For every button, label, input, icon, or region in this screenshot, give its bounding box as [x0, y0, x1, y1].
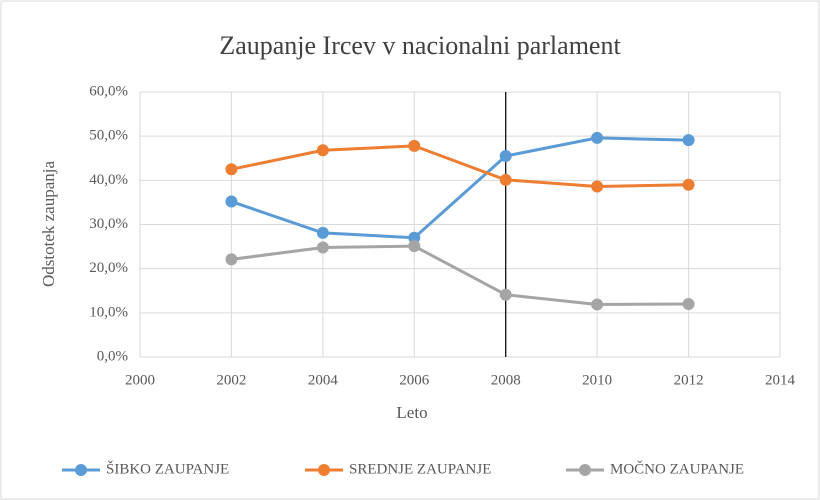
chart-title: Zaupanje Ircev v nacionalni parlament — [219, 31, 621, 60]
legend-marker — [75, 464, 87, 476]
data-point — [499, 288, 512, 301]
x-tick-label: 2000 — [125, 372, 155, 388]
data-point — [408, 231, 421, 244]
data-point — [225, 163, 238, 176]
data-point — [408, 240, 421, 253]
y-tick-label: 50,0% — [89, 128, 128, 144]
legend-marker — [579, 464, 591, 476]
data-point — [316, 144, 329, 157]
series-line — [230, 136, 689, 240]
data-point — [591, 131, 604, 144]
x-tick-label: 2006 — [399, 372, 430, 388]
data-point — [225, 195, 238, 208]
data-point — [591, 180, 604, 193]
data-point — [682, 298, 695, 310]
legend-label: SREDNJE ZAUPANJE — [349, 461, 491, 477]
y-tick-label: 10,0% — [89, 304, 128, 320]
series-line — [231, 144, 689, 189]
data-point — [682, 134, 695, 147]
data-point — [591, 298, 604, 311]
y-tick-label: 60,0% — [89, 83, 128, 99]
legend-label: MOČNO ZAUPANJE — [610, 460, 744, 477]
data-point — [225, 253, 238, 266]
data-point — [682, 178, 695, 191]
x-tick-label: 2002 — [216, 372, 246, 388]
x-tick-label: 2012 — [674, 372, 704, 388]
y-axis-label: Odstotek zaupanja — [39, 161, 58, 287]
series-line — [231, 244, 689, 306]
legend-label: ŠIBKO ZAUPANJE — [106, 460, 229, 477]
data-point — [316, 241, 329, 254]
data-point — [408, 139, 421, 152]
data-point — [499, 173, 512, 186]
y-tick-label: 20,0% — [89, 260, 128, 276]
legend-marker — [318, 464, 330, 476]
y-tick-label: 40,0% — [89, 172, 128, 188]
x-tick-label: 2008 — [491, 372, 521, 388]
y-tick-label: 0,0% — [97, 348, 128, 364]
x-tick-label: 2014 — [765, 372, 796, 388]
x-tick-label: 2010 — [582, 372, 612, 388]
x-tick-label: 2004 — [308, 372, 339, 388]
x-axis-label: Leto — [396, 403, 427, 422]
data-point — [499, 150, 512, 163]
y-tick-label: 30,0% — [89, 216, 128, 232]
data-point — [316, 226, 329, 239]
